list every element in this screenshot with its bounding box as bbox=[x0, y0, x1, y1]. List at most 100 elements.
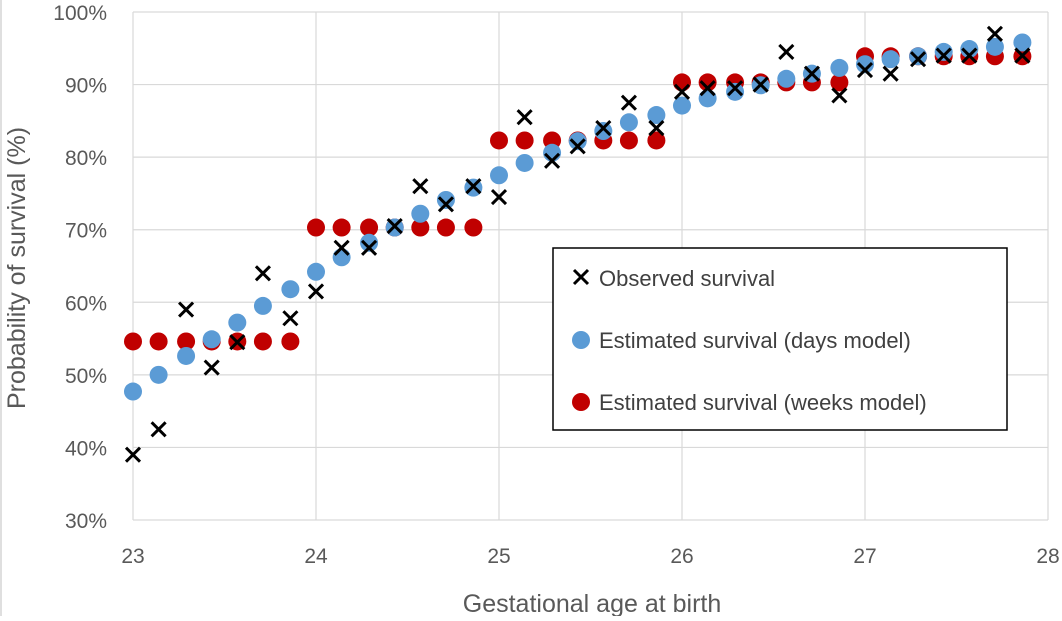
weeks-model-point bbox=[830, 73, 849, 92]
days-model-point bbox=[856, 55, 874, 74]
days-model-point bbox=[490, 166, 508, 185]
y-tick-label: 30% bbox=[65, 510, 107, 533]
x-tick-label: 23 bbox=[121, 545, 144, 568]
legend-label-weeks-model: Estimated survival (weeks model) bbox=[599, 390, 927, 415]
observed-point bbox=[699, 80, 716, 97]
y-axis-title: Probability of survival (%) bbox=[3, 127, 31, 409]
weeks-model-point bbox=[698, 73, 717, 92]
days-model-point bbox=[960, 40, 979, 59]
days-model-point bbox=[253, 296, 272, 315]
weeks-model-point bbox=[253, 332, 272, 351]
days-model-point bbox=[909, 47, 928, 66]
legend-marker-observed bbox=[572, 268, 590, 286]
observed-point bbox=[516, 109, 533, 126]
x-tick-label: 24 bbox=[304, 545, 328, 568]
y-tick-label: 80% bbox=[65, 147, 107, 170]
observed-point bbox=[803, 65, 820, 82]
observed-point bbox=[752, 76, 769, 93]
observed-point bbox=[910, 51, 927, 68]
weeks-model-point bbox=[281, 332, 300, 351]
observed-point bbox=[727, 80, 744, 97]
days-model-point bbox=[934, 42, 953, 61]
observed-point bbox=[150, 421, 167, 438]
days-model-point bbox=[515, 153, 534, 172]
days-model-point bbox=[149, 365, 168, 384]
observed-point bbox=[465, 178, 482, 195]
weeks-model-point bbox=[647, 131, 666, 150]
observed-point bbox=[856, 61, 874, 79]
weeks-model-point bbox=[436, 218, 455, 237]
x-tick-label: 27 bbox=[853, 545, 876, 568]
observed-point bbox=[361, 239, 378, 256]
weeks-model-point bbox=[543, 131, 562, 150]
days-model-point bbox=[411, 204, 430, 223]
days-model-point bbox=[568, 132, 587, 151]
x-tick-label: 25 bbox=[487, 545, 510, 568]
x-tick-label: 26 bbox=[670, 545, 693, 568]
days-model-point bbox=[307, 262, 325, 281]
observed-point bbox=[778, 43, 795, 60]
observed-point bbox=[831, 87, 848, 104]
days-model-point bbox=[619, 113, 638, 132]
legend: Observed survival Estimated survival (da… bbox=[552, 247, 1008, 431]
days-model-point bbox=[726, 82, 745, 101]
observed-point bbox=[673, 83, 691, 100]
days-model-point bbox=[177, 346, 196, 365]
days-model-point bbox=[202, 330, 221, 349]
x-tick-label: 28 bbox=[1036, 545, 1059, 568]
observed-point bbox=[595, 120, 612, 137]
legend-marker-days-model bbox=[572, 331, 590, 349]
series-observed bbox=[124, 25, 1031, 463]
x-axis-title: Gestational age at birth bbox=[463, 590, 722, 616]
y-tick-label: 50% bbox=[65, 365, 107, 388]
y-tick-label: 70% bbox=[65, 220, 107, 243]
observed-point bbox=[412, 178, 429, 195]
observed-point bbox=[882, 65, 899, 82]
days-model-point bbox=[360, 233, 379, 252]
weeks-model-point bbox=[619, 131, 638, 150]
observed-point bbox=[386, 218, 403, 235]
weeks-model-point bbox=[124, 332, 142, 351]
days-model-point bbox=[281, 280, 300, 299]
observed-point bbox=[178, 301, 195, 318]
observed-point bbox=[229, 334, 246, 351]
observed-point bbox=[544, 152, 561, 169]
weeks-model-point bbox=[490, 131, 508, 150]
days-model-point bbox=[673, 96, 691, 115]
days-model-point bbox=[124, 382, 142, 401]
days-model-point bbox=[1013, 33, 1032, 52]
days-model-point bbox=[594, 122, 613, 141]
observed-point bbox=[620, 94, 637, 111]
days-model-point bbox=[777, 69, 796, 88]
days-model-point bbox=[647, 106, 666, 125]
y-tick-label: 90% bbox=[65, 75, 107, 98]
observed-point bbox=[307, 283, 325, 300]
observed-point bbox=[569, 138, 586, 155]
weeks-model-point bbox=[149, 332, 168, 351]
weeks-model-point bbox=[464, 218, 483, 237]
observed-point bbox=[935, 47, 952, 64]
observed-point bbox=[1014, 47, 1031, 64]
days-model-point bbox=[830, 58, 849, 77]
days-model-point bbox=[881, 50, 900, 69]
days-model-point bbox=[985, 37, 1004, 56]
weeks-model-point bbox=[332, 218, 351, 237]
observed-point bbox=[282, 310, 299, 327]
weeks-model-point bbox=[673, 73, 691, 92]
observed-point bbox=[986, 25, 1003, 42]
weeks-model-point bbox=[411, 218, 430, 237]
observed-point bbox=[254, 265, 271, 282]
legend-label-days-model: Estimated survival (days model) bbox=[599, 328, 911, 353]
weeks-model-point bbox=[177, 332, 196, 351]
weeks-model-point bbox=[307, 218, 325, 237]
legend-marker-weeks-model bbox=[572, 393, 590, 411]
legend-label-observed: Observed survival bbox=[599, 266, 775, 291]
data-series bbox=[124, 25, 1032, 463]
days-model-point bbox=[228, 313, 247, 332]
observed-point bbox=[961, 47, 978, 64]
days-model-point bbox=[698, 89, 717, 108]
weeks-model-point bbox=[515, 131, 534, 150]
y-tick-label: 40% bbox=[65, 437, 107, 460]
